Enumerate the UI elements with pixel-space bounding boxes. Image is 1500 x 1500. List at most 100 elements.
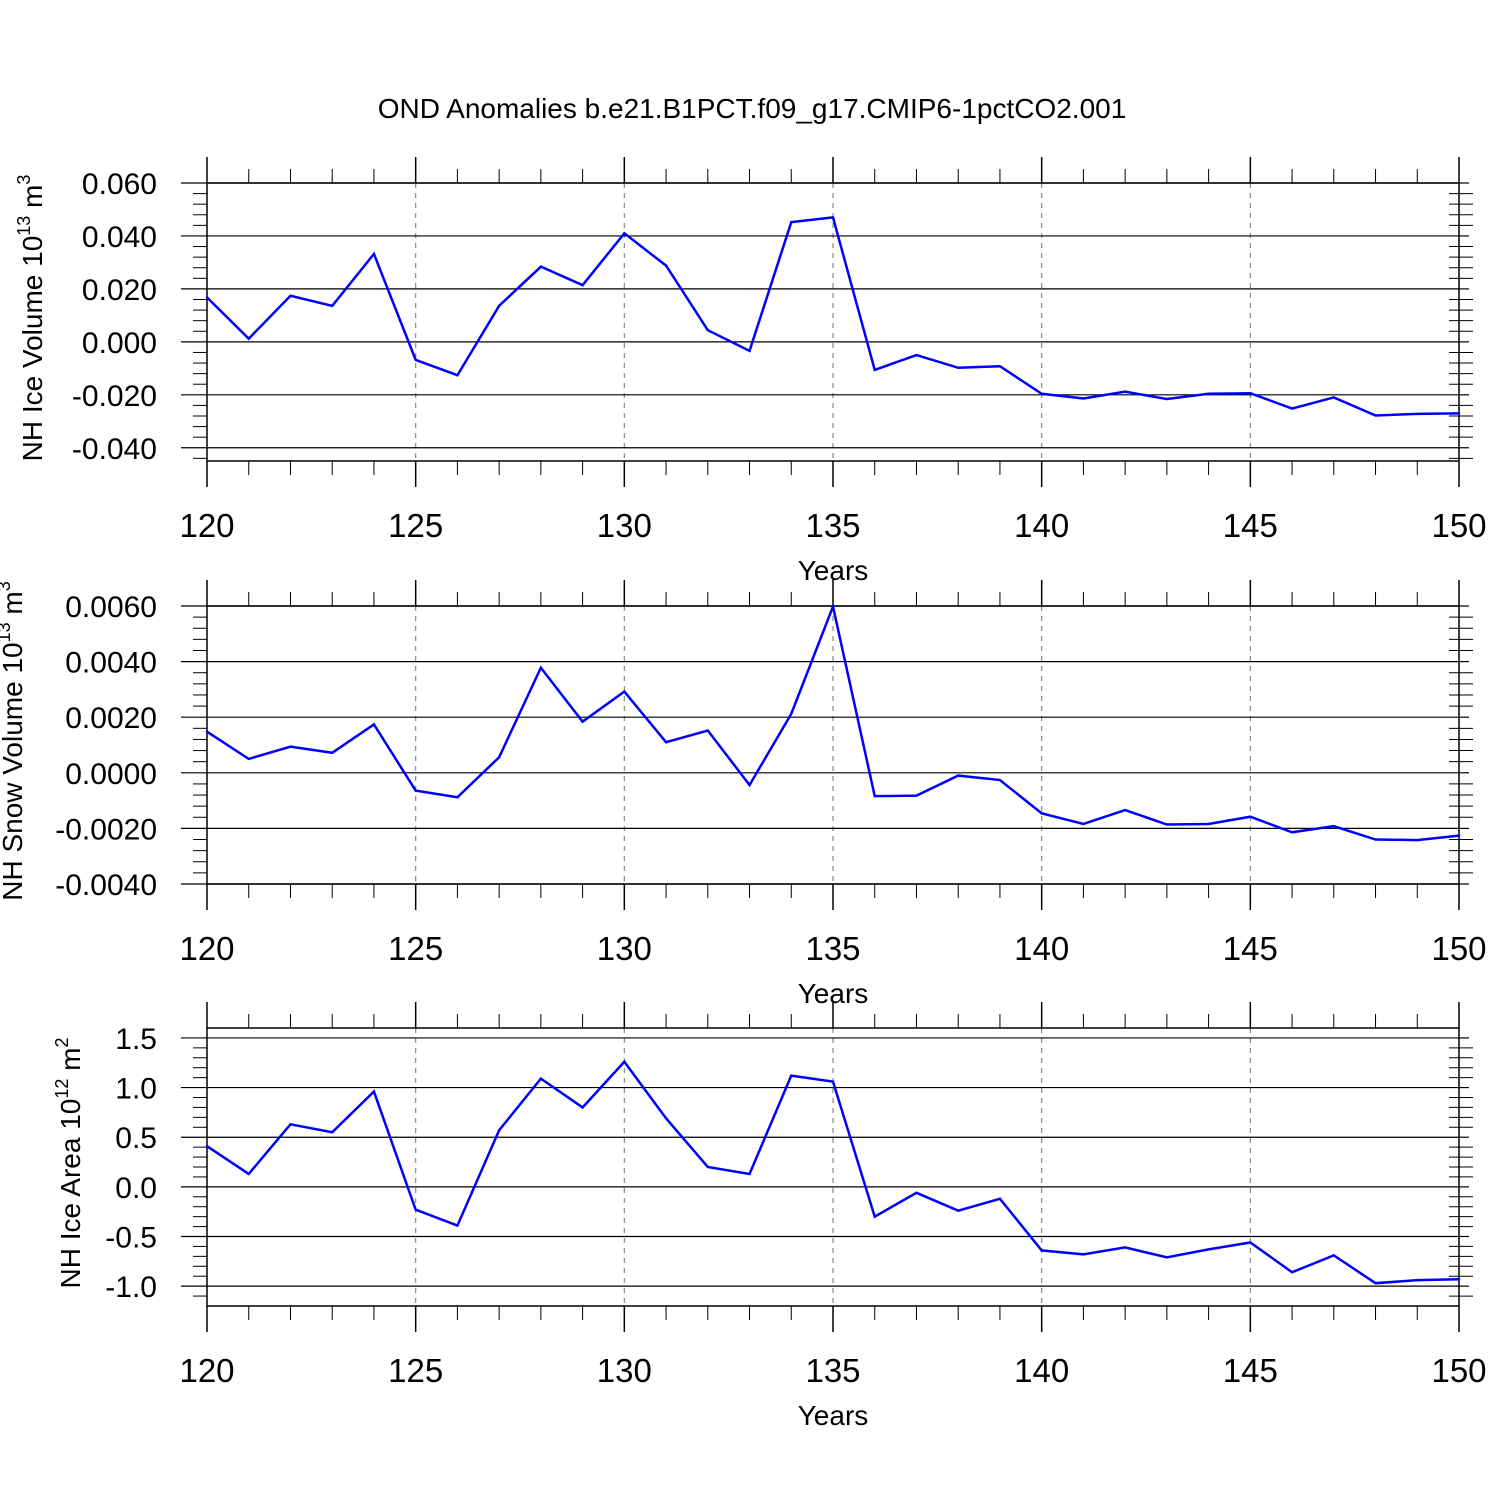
data-point: [1416, 838, 1419, 842]
data-point: [247, 1172, 250, 1176]
data-point: [706, 329, 709, 332]
y-tick-label: 1.5: [115, 1023, 157, 1056]
data-point: [1082, 1253, 1085, 1256]
data-point: [623, 690, 626, 693]
data-point: [205, 1144, 209, 1148]
panel-1: -0.040 -0.020 0.000 0.020 0.040 0.060 120 125 13…: [14, 157, 1487, 586]
data-point: [289, 745, 292, 748]
data-point: [414, 789, 417, 792]
x-tick-label: 150: [1431, 930, 1486, 967]
y-tick-label: -0.5: [105, 1222, 157, 1255]
x-tick-label: 145: [1223, 507, 1278, 544]
data-point: [1123, 390, 1127, 393]
data-point: [247, 337, 250, 340]
data-point: [1290, 831, 1294, 834]
data-point: [539, 1077, 543, 1080]
data-point: [581, 1106, 584, 1109]
series-line: [206, 602, 1460, 842]
data-point: [790, 220, 793, 224]
x-tick-label: 135: [805, 930, 860, 967]
data-point: [1416, 412, 1419, 416]
data-point: [581, 720, 584, 723]
data-point: [1332, 824, 1336, 828]
data-point: [205, 730, 209, 733]
data-point: [664, 264, 668, 267]
data-point: [1040, 392, 1043, 395]
data-point: [1374, 1281, 1377, 1285]
data-point: [1457, 834, 1461, 837]
data-point: [289, 294, 292, 297]
data-point: [915, 1191, 918, 1195]
data-point: [581, 283, 584, 287]
y-tick-label: 0.0: [115, 1172, 157, 1205]
x-axis-label: Years: [798, 1400, 869, 1431]
data-point: [331, 304, 334, 308]
y-axis-label: NH Snow Volume 1013 m3: [0, 581, 28, 901]
data-point: [998, 365, 1002, 368]
data-point: [372, 1090, 376, 1093]
x-tick-label: 135: [805, 1352, 860, 1389]
data-point: [873, 368, 876, 372]
y-axis-label: NH Ice Volume 1013 m3: [14, 175, 48, 462]
data-point: [331, 1131, 334, 1134]
y-tick-label: 0.5: [115, 1122, 157, 1155]
data-point: [1123, 808, 1127, 812]
data-point: [414, 1208, 417, 1211]
data-point: [790, 1074, 793, 1077]
data-point: [915, 353, 918, 357]
x-tick-label: 120: [179, 930, 234, 967]
y-tick-label: 0.0020: [65, 702, 157, 735]
x-tick-label: 140: [1014, 507, 1069, 544]
x-tick-label: 130: [597, 507, 652, 544]
data-point: [915, 794, 918, 797]
data-point: [873, 794, 876, 798]
x-tick-label: 140: [1014, 930, 1069, 967]
data-point: [497, 1129, 501, 1132]
y-tick-label: -0.040: [72, 433, 157, 466]
data-point: [1040, 812, 1043, 815]
x-tick-label: 120: [179, 1352, 234, 1389]
data-point: [247, 757, 250, 761]
panel-2: -0.0040 -0.0020 0.0000 0.0020 0.0040 0.0060 12…: [0, 580, 1487, 1009]
data-point: [748, 1172, 751, 1176]
x-tick-label: 125: [388, 507, 443, 544]
data-point: [456, 374, 459, 377]
data-point: [873, 1215, 876, 1218]
data-point: [289, 1123, 292, 1126]
data-point: [1165, 397, 1169, 401]
x-tick-label: 145: [1223, 1352, 1278, 1389]
y-tick-label: -0.0020: [55, 813, 157, 846]
x-tick-label: 140: [1014, 1352, 1069, 1389]
data-point: [1290, 407, 1294, 410]
data-point: [205, 296, 209, 299]
x-tick-label: 120: [179, 507, 234, 544]
y-tick-label: -1.0: [105, 1271, 157, 1304]
data-point: [539, 666, 543, 669]
data-point: [664, 741, 668, 744]
data-point: [957, 1209, 960, 1212]
data-point: [748, 349, 751, 353]
data-point: [1332, 1254, 1336, 1257]
data-point: [1082, 822, 1085, 826]
data-point: [1165, 823, 1169, 826]
data-point: [623, 1060, 626, 1063]
data-point: [1374, 414, 1377, 417]
x-tick-label: 125: [388, 930, 443, 967]
y-tick-label: -0.0040: [55, 869, 157, 902]
x-tick-label: 130: [597, 930, 652, 967]
data-point: [1290, 1271, 1294, 1274]
y-tick-label: 0.000: [82, 327, 157, 360]
data-point: [623, 232, 626, 235]
panel-3: -1.0 -0.5 0.0 0.5 1.0 1.5 120 125 130 135 140 145 15…: [52, 1002, 1487, 1431]
y-tick-label: 1.0: [115, 1073, 157, 1106]
y-tick-label: 0.0040: [65, 647, 157, 680]
data-point: [1249, 392, 1252, 395]
data-point: [748, 783, 751, 787]
data-point: [957, 366, 960, 370]
data-point: [372, 252, 376, 256]
y-tick-label: 0.040: [82, 221, 157, 254]
data-point: [497, 756, 501, 759]
data-point: [1207, 392, 1210, 395]
data-point: [998, 1197, 1002, 1200]
data-point: [1207, 1248, 1210, 1251]
